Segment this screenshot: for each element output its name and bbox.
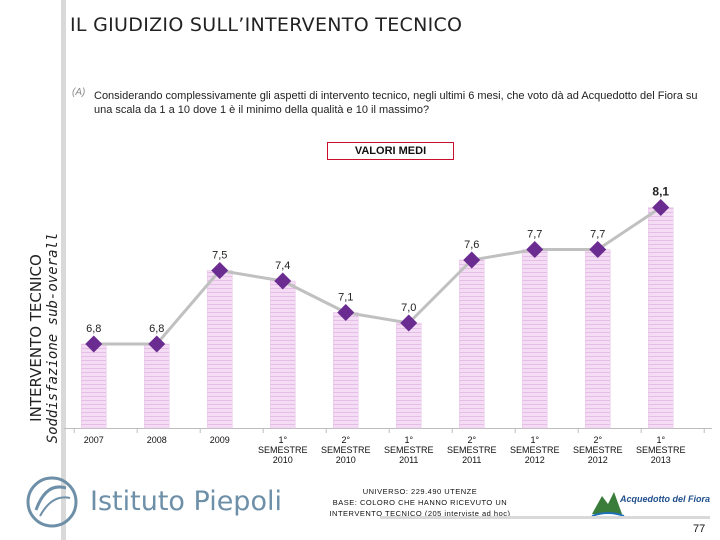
x-tick-label: 2009 [210,435,230,445]
x-tick-label: SEMESTRE [573,445,623,455]
data-marker [148,335,166,353]
x-tick-label: 2010 [336,455,356,465]
valori-medi-badge: VALORI MEDI [327,142,454,160]
x-tick-label: 1° [404,435,413,445]
value-label: 7,7 [590,229,605,241]
x-tick-label: 2012 [588,455,608,465]
value-label: 7,6 [464,239,479,251]
chart-trend-line [93,206,662,346]
value-label: 6,8 [86,323,101,335]
value-label: 7,4 [275,260,290,272]
x-tick-label: 2013 [651,455,671,465]
data-marker [463,251,481,269]
x-tick-label: 1° [656,435,665,445]
value-label: 7,7 [527,229,542,241]
data-marker [526,241,544,258]
footer-divider [380,516,710,519]
value-label: 8,1 [652,185,669,199]
acquedotto-logo-icon [591,492,625,517]
left-accent-bar [61,0,66,540]
chart-bar [459,259,485,429]
chart-bar [648,207,674,429]
x-tick-label: 1° [278,435,287,445]
chart-gridlines [64,428,712,433]
x-tick-label: 2° [593,435,602,445]
chart-markers [85,199,670,353]
chart-bar [207,270,233,429]
acquedotto-logo-text: Acquedotto del Fiora [620,494,710,504]
trend-line [93,206,662,346]
universe-note: UNIVERSO: 229.490 UTENZE BASE: COLORO CH… [300,486,540,519]
x-tick-label: 2012 [525,455,545,465]
value-label: 7,0 [401,302,416,314]
x-tick-label: 2008 [147,435,167,445]
data-marker [652,199,670,216]
x-tick-label: SEMESTRE [384,445,434,455]
x-tick-label: SEMESTRE [258,445,308,455]
x-tick-label: 2007 [84,435,104,445]
chart-bar [270,280,296,429]
chart-bar [585,249,611,429]
x-tick-label: 2010 [273,455,293,465]
x-tick-label: 2° [341,435,350,445]
x-tick-label: SEMESTRE [636,445,686,455]
data-marker [211,262,229,279]
chart-x-labels: 2007 2008 2009 1°SEMESTRE20102°SEMESTRE2010… [84,435,686,465]
data-marker [589,241,607,258]
x-tick-label: 2011 [462,455,481,465]
x-tick-label: 1° [530,435,539,445]
chart-bar [144,343,170,429]
universe-line: BASE: COLORO CHE HANNO RICEVUTO UN [332,498,508,507]
data-marker [400,314,418,332]
chart-bar [81,343,107,429]
x-tick-label: 2011 [399,455,418,465]
value-label: 7,5 [212,250,227,262]
data-marker [337,304,355,321]
universe-line: UNIVERSO: 229.490 UTENZE [362,487,478,496]
value-label: 6,8 [149,323,164,335]
x-tick-label: SEMESTRE [447,445,497,455]
question-tag: (A) [72,87,86,98]
chart-bars [81,207,674,429]
chart-bar [522,249,548,429]
data-marker [85,335,103,353]
istituto-piepoli-logo-text: Istituto Piepoli [90,486,282,517]
value-label: 7,1 [338,292,353,304]
x-tick-label: SEMESTRE [510,445,560,455]
x-tick-label: 2° [467,435,476,445]
chart-bar [396,322,422,429]
page-title: IL GIUDIZIO SULL’INTERVENTO TECNICO [70,14,463,36]
chart-bar [333,312,359,429]
universe-line: INTERVENTO TECNICO (205 interviste ad ho… [329,509,511,518]
data-marker [274,272,292,290]
x-tick-label: SEMESTRE [321,445,371,455]
page-number: 77 [693,523,706,535]
istituto-piepoli-logo-icon [26,476,78,528]
survey-question: Considerando complessivamente gli aspett… [94,90,698,116]
chart-value-labels: 6,8 6,8 7,5 7,4 7,1 7,0 7,6 7,7 7,7 8,1 [86,185,669,336]
